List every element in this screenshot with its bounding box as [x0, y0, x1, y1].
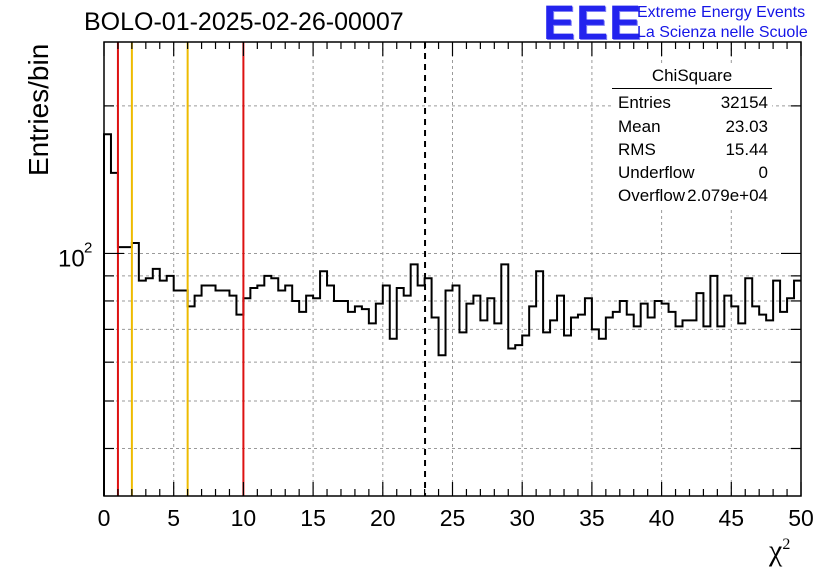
- stats-row-underflow: Underflow 0: [618, 163, 768, 187]
- stats-key: RMS: [618, 140, 656, 159]
- stats-value: 32154: [720, 93, 768, 112]
- x-tick-label: 30: [509, 505, 535, 531]
- x-tick-label: 15: [300, 505, 326, 531]
- x-axis-label: χ2: [769, 534, 790, 568]
- x-tick-label: 50: [788, 505, 814, 531]
- x-tick-label: 5: [167, 505, 180, 531]
- x-axis-label-base: χ: [769, 534, 783, 567]
- histogram-layer: [103, 133, 801, 496]
- x-tick-label: 20: [370, 505, 396, 531]
- stats-key: Entries: [618, 93, 671, 112]
- stats-title: ChiSquare: [651, 66, 733, 85]
- stats-key: Overflow: [618, 186, 686, 205]
- stats-value: 0: [758, 163, 768, 182]
- grid-layer: [104, 42, 801, 496]
- stats-key: Underflow: [618, 163, 695, 182]
- stats-key: Mean: [618, 117, 661, 136]
- logo-line-2: La Scienza nelle Scuole: [637, 24, 808, 41]
- x-tick-label: 0: [98, 505, 111, 531]
- stats-value: 15.44: [725, 140, 768, 159]
- x-tick-label: 25: [440, 505, 466, 531]
- reference-lines-layer: [116, 42, 427, 496]
- stats-row-mean: Mean 23.03: [618, 117, 768, 141]
- axes-layer: [103, 41, 802, 497]
- x-tick-label: 10: [231, 505, 257, 531]
- x-tick-label: 40: [649, 505, 675, 531]
- logo-line-1: Extreme Energy Events: [637, 4, 806, 21]
- stats-value: 2.079e+04: [687, 186, 768, 205]
- histogram-steps: [103, 133, 801, 496]
- stats-row-overflow: Overflow 2.079e+04: [618, 186, 768, 210]
- x-tick-label: 45: [719, 505, 745, 531]
- stats-title-rule: [612, 88, 772, 89]
- x-tick-label: 35: [579, 505, 605, 531]
- y-tick-label: 10: [58, 245, 85, 272]
- chart-title: BOLO-01-2025-02-26-00007: [84, 8, 404, 36]
- stats-box: ChiSquare Entries 32154 Mean 23.03 RMS 1…: [612, 66, 772, 210]
- stats-row-entries: Entries 32154: [618, 93, 768, 117]
- x-axis-label-superscript: 2: [782, 536, 791, 553]
- stats-row-rms: RMS 15.44: [618, 140, 768, 164]
- stats-value: 23.03: [725, 117, 768, 136]
- y-tick-label-exponent: 2: [84, 239, 92, 256]
